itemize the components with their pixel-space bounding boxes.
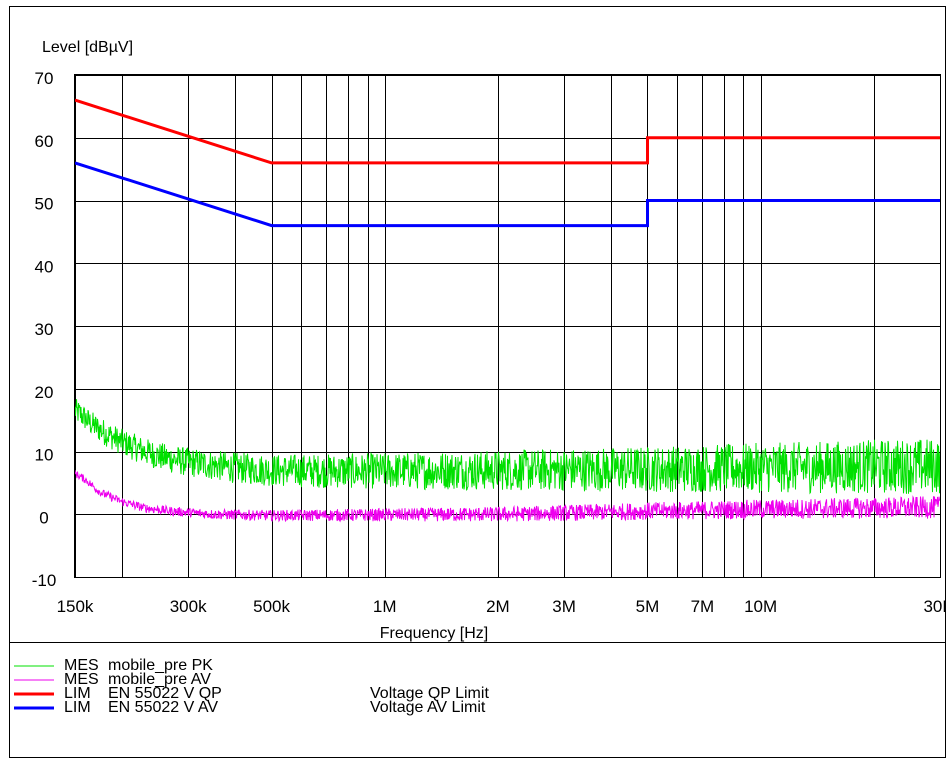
x-tick-label: 5M [636,597,660,616]
x-tick-label: 2M [486,597,510,616]
legend-series-name: mobile_pre PK [108,657,213,674]
x-tick-label: 10M [744,597,777,616]
legend-description: Voltage QP Limit [370,685,489,702]
x-tick-label: 1M [373,597,397,616]
legend-type: LIM [64,685,91,702]
chart-frame [9,6,946,758]
x-tick-label: 300k [170,597,207,616]
grid [75,75,941,578]
y-tick-label: 50 [35,195,54,214]
x-tick-label: 500k [253,597,290,616]
series-group [74,98,941,523]
y-tick-label: 70 [35,69,54,88]
x-tick-label: 7M [691,597,715,616]
legend-type: MES [64,657,99,674]
y-axis-title: Level [dBµV] [42,39,133,56]
y-tick-label: 30 [35,320,54,339]
x-tick-label: 30M [923,597,946,616]
plot-area-border [74,74,941,578]
x-axis-title: Frequency [Hz] [380,625,488,642]
y-tick-label: 20 [35,383,54,402]
legend-series-name: EN 55022 V QP [108,685,222,702]
y-tick-label: 0 [39,508,48,527]
y-tick-label: 40 [35,257,54,276]
legend: MES mobile_pre PK MES mobile_pre AV LIM EN 55… [14,657,489,716]
x-tick-label: 150k [57,597,94,616]
y-tick-labels: 70 60 50 40 30 20 10 0 -10 [32,69,57,590]
series-limit-line [74,161,940,228]
y-tick-label: 60 [35,132,54,151]
x-tick-labels: 150k 300k 500k 1M 2M 3M 5M 7M 10M 30M [57,597,946,616]
legend-type: LIM [64,699,91,716]
series-trace-line [74,399,941,495]
series-limit-line [74,98,940,165]
legend-series-name: mobile_pre AV [108,671,211,688]
legend-type: MES [64,671,99,688]
legend-description: Voltage AV Limit [370,699,486,716]
x-tick-label: 3M [552,597,576,616]
y-tick-label: 10 [35,446,54,465]
legend-series-name: EN 55022 V AV [108,699,218,716]
y-tick-label: -10 [32,571,57,590]
series-trace-line [74,470,941,523]
